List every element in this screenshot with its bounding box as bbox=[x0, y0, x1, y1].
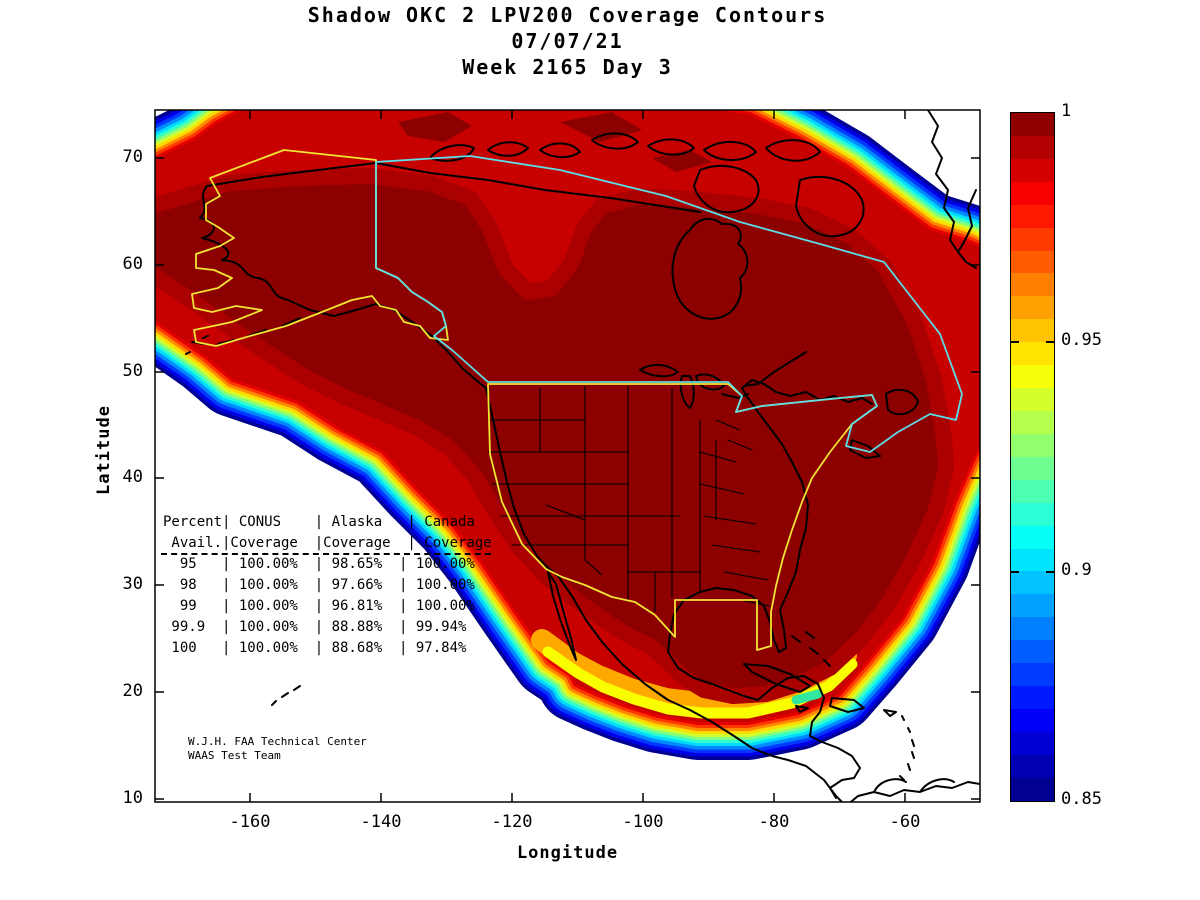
colorbar-tick-label: 0.9 bbox=[1061, 559, 1092, 580]
colorbar-band bbox=[1011, 640, 1054, 664]
y-tick-label: 10 bbox=[122, 788, 143, 808]
colorbar-band bbox=[1011, 181, 1054, 205]
colorbar-band bbox=[1011, 754, 1054, 778]
colorbar-band bbox=[1011, 502, 1054, 526]
colorbar-band bbox=[1011, 479, 1054, 503]
colorbar-band bbox=[1011, 571, 1054, 595]
y-tick-label: 60 bbox=[122, 254, 143, 274]
colorbar-band bbox=[1011, 296, 1054, 320]
colorbar-tick-mark bbox=[1011, 570, 1019, 573]
colorbar-band bbox=[1011, 273, 1054, 297]
colorbar-band bbox=[1011, 319, 1054, 343]
colorbar-band bbox=[1011, 525, 1054, 549]
colorbar-band bbox=[1011, 227, 1054, 251]
colorbar-band bbox=[1011, 158, 1054, 182]
colorbar-band bbox=[1011, 410, 1054, 434]
colorbar-band bbox=[1011, 113, 1054, 136]
colorbar-band bbox=[1011, 250, 1054, 274]
canada-boundary bbox=[375, 155, 963, 453]
axis-tick-marks bbox=[155, 110, 980, 802]
state-borders bbox=[488, 386, 771, 612]
colorbar-tick-label: 0.95 bbox=[1061, 330, 1102, 351]
plot-week-day: Week 2165 Day 3 bbox=[462, 55, 673, 79]
x-tick-label: -140 bbox=[360, 812, 402, 832]
colorbar-tick-mark bbox=[1046, 570, 1054, 573]
credit-line-2: WAAS Test Team bbox=[188, 748, 281, 762]
colorbar-band bbox=[1011, 686, 1054, 709]
table-separator-line bbox=[161, 553, 491, 555]
credit-text: W.J.H. FAA Technical Center WAAS Test Te… bbox=[188, 735, 367, 762]
colorbar-band bbox=[1011, 594, 1054, 618]
colorbar-band bbox=[1011, 617, 1054, 641]
credit-line-1: W.J.H. FAA Technical Center bbox=[188, 735, 367, 748]
colorbar-band bbox=[1011, 135, 1054, 159]
plot-date: 07/07/21 bbox=[511, 29, 624, 53]
colorbar-band bbox=[1011, 342, 1054, 366]
y-tick-label: 40 bbox=[122, 467, 143, 487]
colorbar-band bbox=[1011, 365, 1054, 389]
x-tick-label: -80 bbox=[758, 812, 790, 832]
coverage-statistics-table: Percent| CONUS | Alaska | Canada Avail.|… bbox=[163, 514, 492, 656]
colorbar-band bbox=[1011, 548, 1054, 572]
y-tick-label: 50 bbox=[122, 361, 143, 381]
colorbar-band bbox=[1011, 708, 1054, 732]
x-tick-label: -60 bbox=[889, 812, 921, 832]
colorbar-tick-mark bbox=[1011, 341, 1019, 344]
plot-title-block: Shadow OKC 2 LPV200 Coverage Contours 07… bbox=[155, 2, 980, 80]
x-tick-label: -120 bbox=[491, 812, 533, 832]
y-tick-label: 70 bbox=[122, 147, 143, 167]
colorbar-band bbox=[1011, 777, 1054, 801]
x-axis-label: Longitude bbox=[516, 843, 619, 863]
x-tick-label: -100 bbox=[622, 812, 664, 832]
yucatan-green-dip bbox=[791, 689, 823, 705]
coastlines bbox=[185, 110, 980, 802]
colorbar-band bbox=[1011, 433, 1054, 457]
colorbar-band bbox=[1011, 731, 1054, 755]
arctic-maroon-patches bbox=[398, 112, 712, 172]
colorbar-band bbox=[1011, 456, 1054, 480]
y-tick-label: 20 bbox=[122, 681, 143, 701]
plot-title: Shadow OKC 2 LPV200 Coverage Contours bbox=[307, 3, 828, 27]
colorbar-tick-label: 1 bbox=[1061, 101, 1072, 121]
colorbar-tick-label: 0.85 bbox=[1061, 789, 1102, 809]
colorbar bbox=[1010, 112, 1055, 802]
y-tick-label: 30 bbox=[122, 574, 143, 594]
colorbar-band bbox=[1011, 663, 1054, 687]
colorbar-band bbox=[1011, 204, 1054, 228]
colorbar-band bbox=[1011, 388, 1054, 411]
x-tick-label: -160 bbox=[229, 812, 271, 832]
plot-frame bbox=[154, 109, 981, 803]
colorbar-tick-mark bbox=[1046, 341, 1054, 344]
max-coverage-region bbox=[155, 168, 954, 704]
